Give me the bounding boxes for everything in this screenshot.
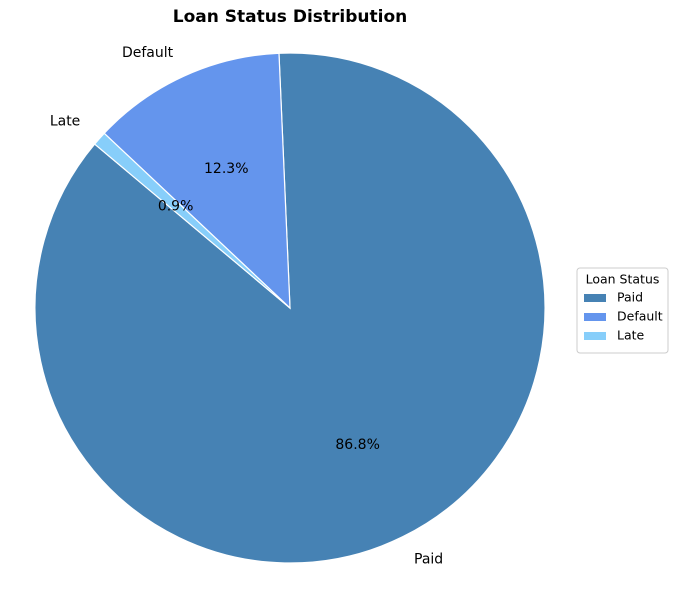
legend-box [576,267,669,354]
pie-slice [103,52,291,310]
slice-label: Default [122,45,174,61]
legend-swatch [584,332,606,340]
legend-label: Late [617,328,645,343]
pie-slice [93,132,291,309]
legend-label: Paid [617,290,643,305]
legend-label: Default [617,309,663,324]
chart-title: Loan Status Distribution [173,7,408,27]
legend-swatch [584,313,606,321]
legend-title: Loan Status [586,272,660,287]
slice-label: Paid [414,552,443,568]
legend-swatch [584,294,606,302]
pct-label: 86.8% [335,437,379,453]
pct-label: 0.9% [158,198,194,214]
pct-label: 12.3% [204,161,248,177]
slice-label: Late [50,114,80,130]
